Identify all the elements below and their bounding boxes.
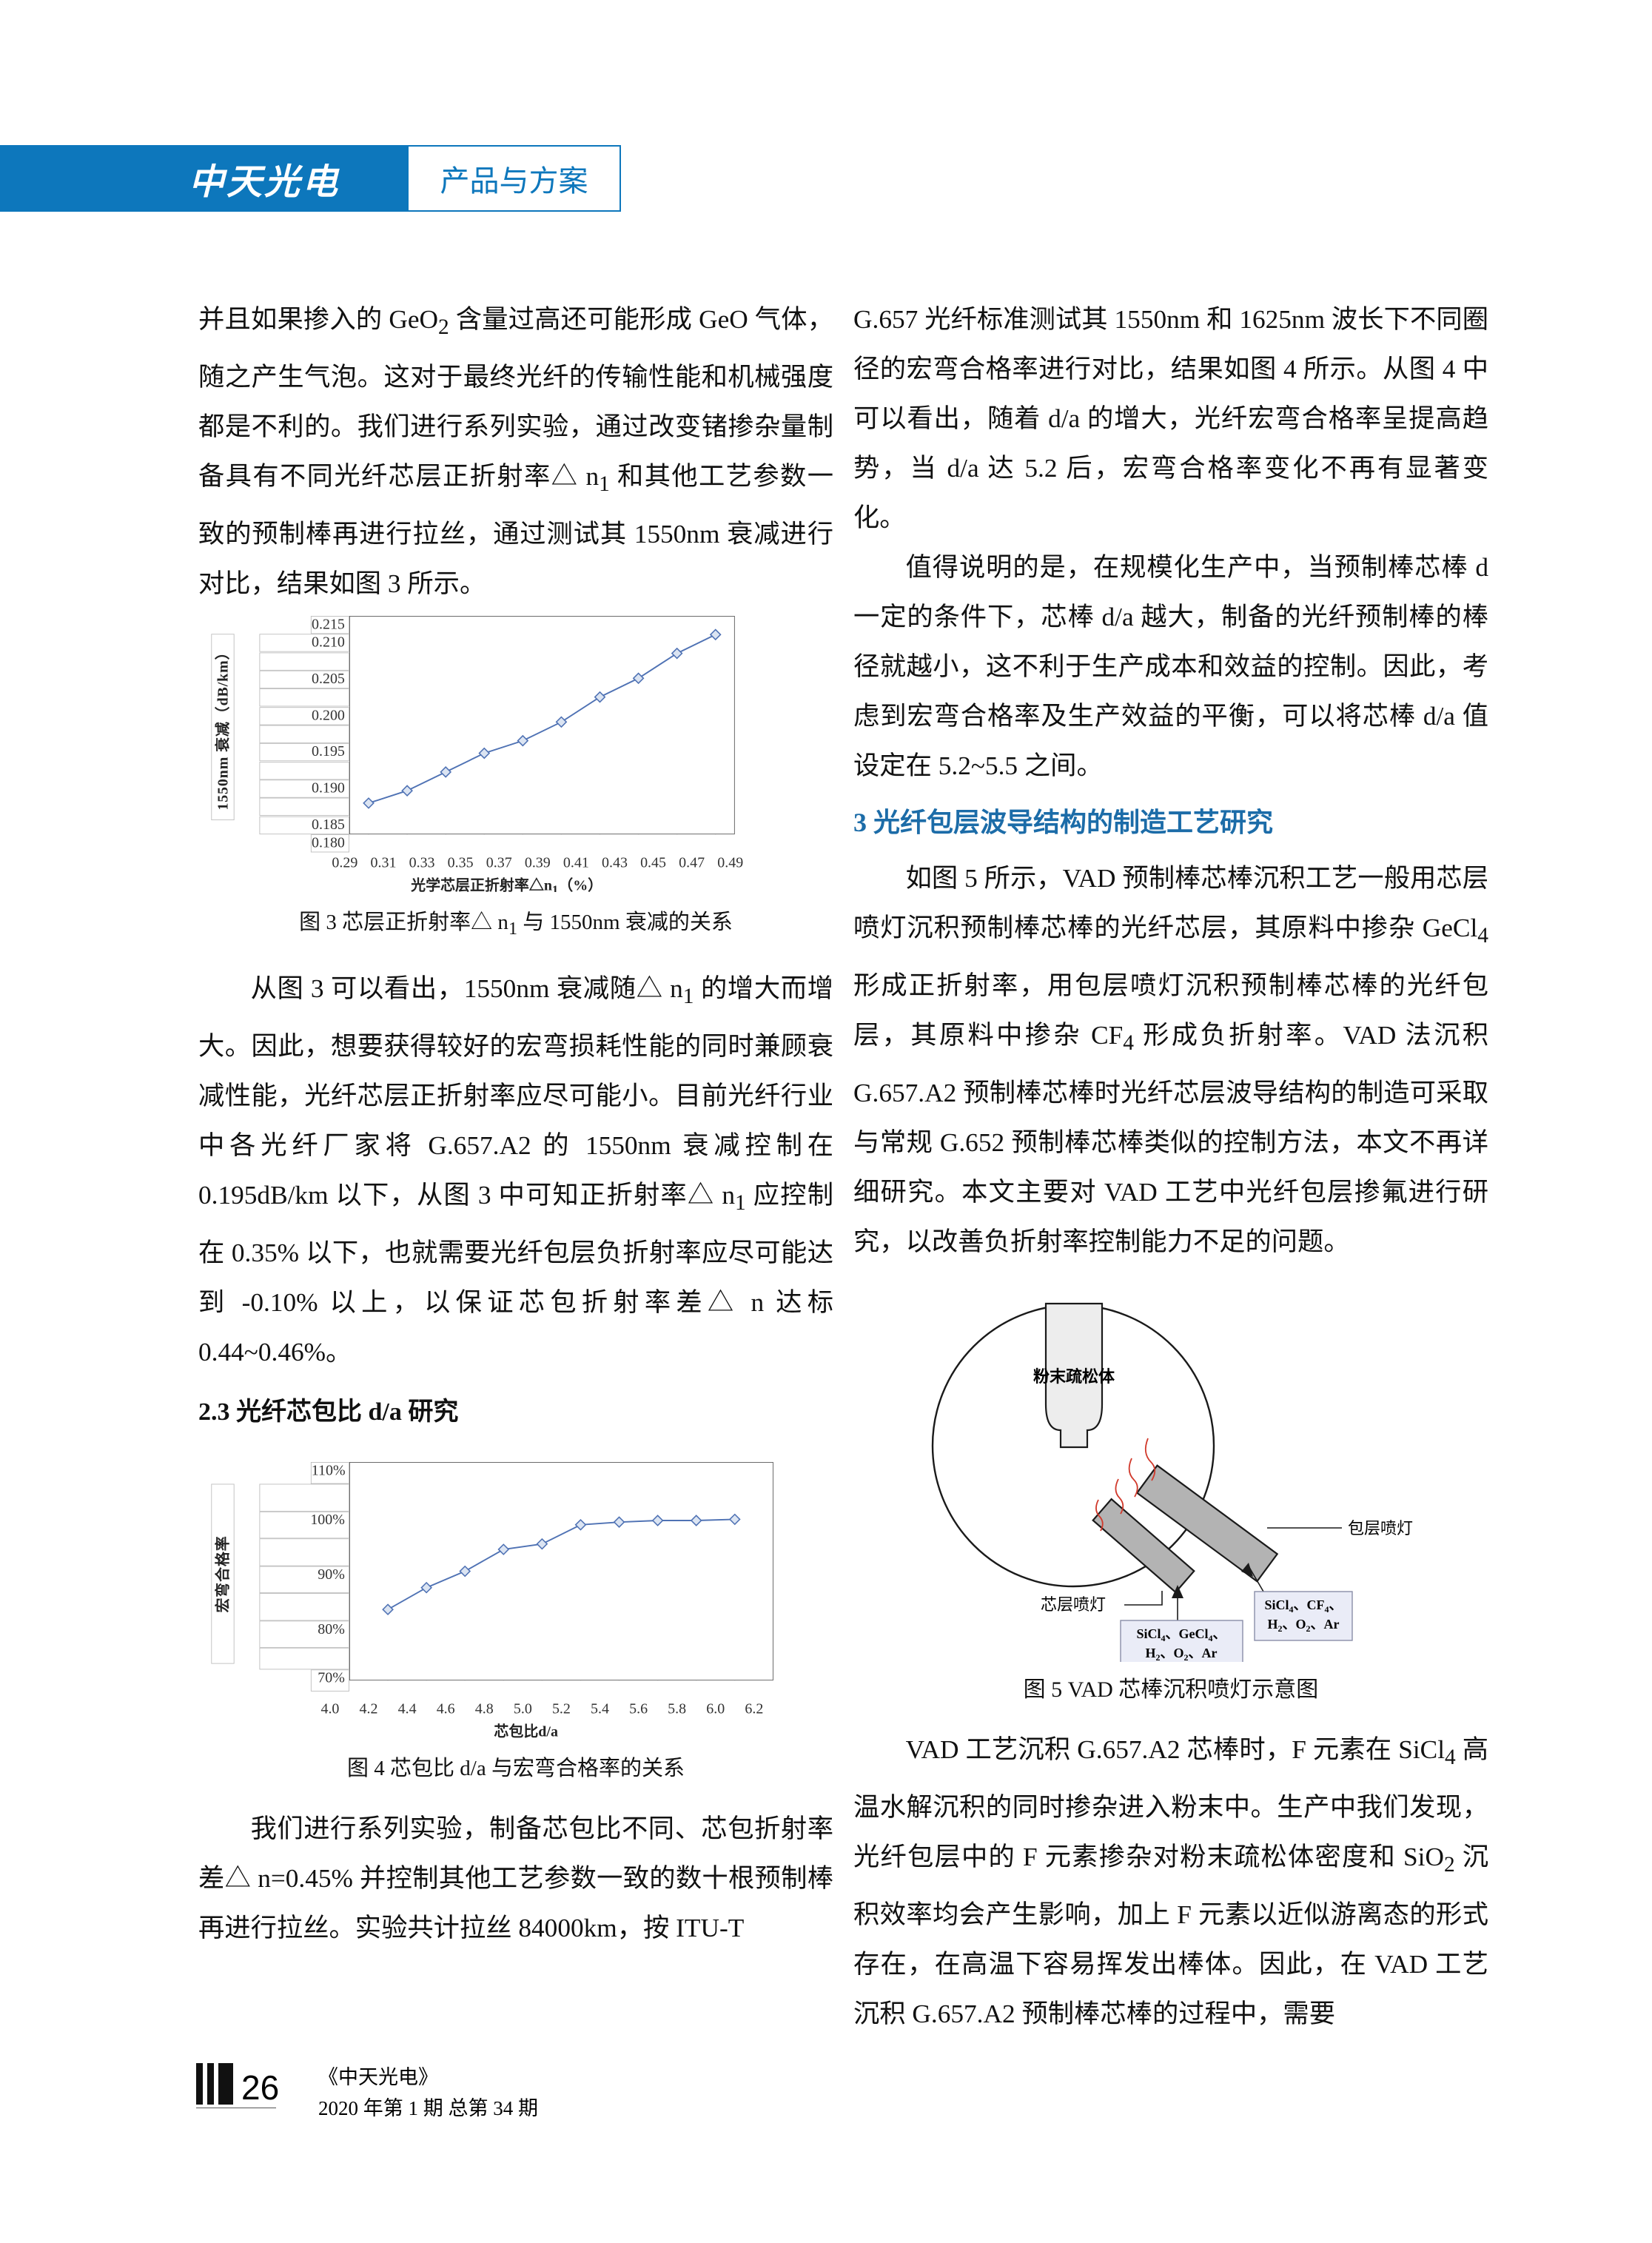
svg-text:SiCl4、GeCl4、: SiCl4、GeCl4、 xyxy=(1136,1626,1226,1643)
svg-text:芯层喷灯: 芯层喷灯 xyxy=(1041,1595,1106,1614)
svg-text:粉末疏松体: 粉末疏松体 xyxy=(1033,1367,1115,1386)
svg-text:SiCl4、CF4、: SiCl4、CF4、 xyxy=(1264,1597,1342,1615)
svg-text:包层喷灯: 包层喷灯 xyxy=(1348,1519,1413,1538)
